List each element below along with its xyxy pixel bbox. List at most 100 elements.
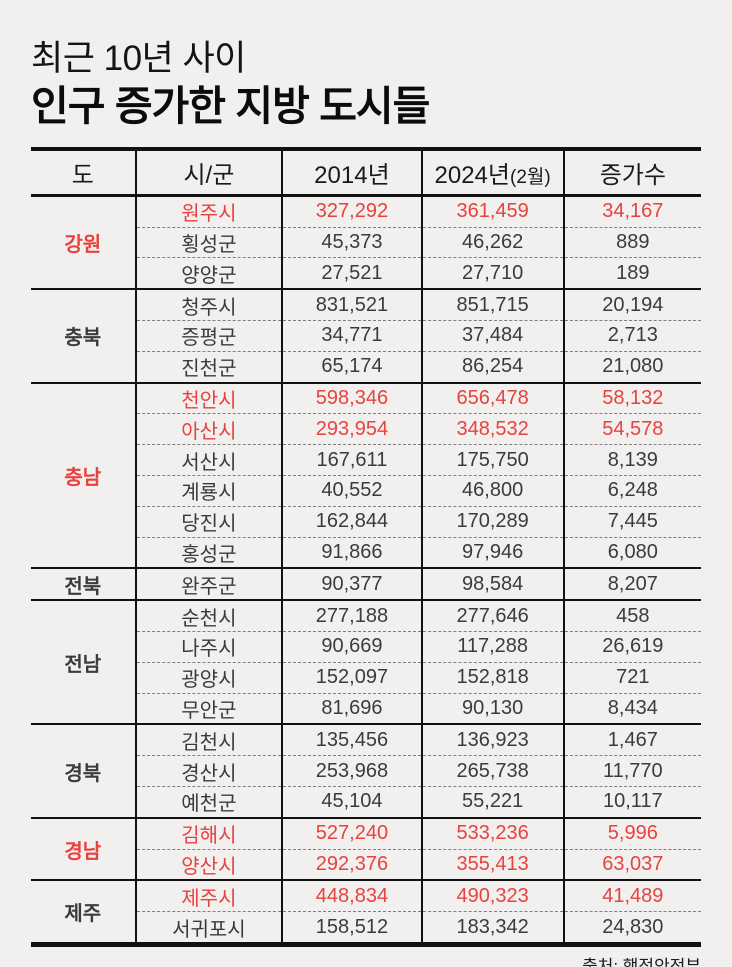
table-row: 서산시 167,611 175,750 8,139 xyxy=(31,444,701,476)
pop-2014-cell: 34,771 xyxy=(282,320,423,352)
table-row: 양양군 27,521 27,710 189 xyxy=(31,257,701,290)
increase-cell: 6,080 xyxy=(563,536,701,569)
pop-2024-cell: 533,236 xyxy=(421,816,565,850)
pop-2024-cell: 27,710 xyxy=(421,257,565,290)
city-cell: 청주시 xyxy=(135,288,284,321)
footer-source: 출처: 행정안전부 xyxy=(582,956,701,967)
pop-2014-cell: 45,104 xyxy=(282,785,423,818)
pop-2024-cell: 361,459 xyxy=(421,194,565,228)
city-cell: 양양군 xyxy=(135,257,284,290)
pop-2014-cell: 527,240 xyxy=(282,816,423,850)
header-increase-label: 증가수 xyxy=(599,161,666,189)
city-cell: 순천시 xyxy=(135,599,284,632)
pop-2014-cell: 162,844 xyxy=(282,505,423,538)
title-line-2: 인구 증가한 지방 도시들 xyxy=(31,82,430,129)
table-row: 무안군 81,696 90,130 8,434 xyxy=(31,692,701,725)
pop-2014-cell: 81,696 xyxy=(282,692,423,725)
header-city: 시/군 xyxy=(135,148,284,197)
pop-2014-cell: 327,292 xyxy=(282,194,423,228)
table-row: 전남 순천시 277,188 277,646 458 xyxy=(31,599,701,725)
province-cell: 제주 xyxy=(31,879,137,945)
increase-cell: 189 xyxy=(563,257,701,290)
city-cell: 진천군 xyxy=(135,350,284,383)
table-row: 계룡시 40,552 46,800 6,248 xyxy=(31,475,701,507)
increase-cell: 8,207 xyxy=(563,567,701,601)
pop-2024-cell: 98,584 xyxy=(421,567,565,601)
province-cell: 충남 xyxy=(31,381,137,569)
city-cell: 증평군 xyxy=(135,320,284,352)
pop-2024-cell: 152,818 xyxy=(421,661,565,694)
pop-2024-cell: 175,750 xyxy=(421,444,565,476)
pop-2014-cell: 91,866 xyxy=(282,536,423,569)
pop-2024-cell: 170,289 xyxy=(421,505,565,538)
province-cell: 전북 xyxy=(31,567,137,601)
increase-cell: 34,167 xyxy=(563,194,701,228)
page-title: 최근 10년 사이 인구 증가한 지방 도시들 xyxy=(31,38,701,130)
table-row: 제주 제주시 448,834 490,323 41,489 xyxy=(31,879,701,945)
pop-2024-cell: 46,800 xyxy=(421,475,565,507)
pop-2014-cell: 45,373 xyxy=(282,226,423,258)
pop-2024-cell: 490,323 xyxy=(421,879,565,912)
city-cell: 서산시 xyxy=(135,444,284,476)
table-row: 서귀포시 158,512 183,342 24,830 xyxy=(31,911,701,945)
table-row: 광양시 152,097 152,818 721 xyxy=(31,661,701,694)
title-line-1: 최근 10년 사이 xyxy=(31,39,246,78)
increase-cell: 7,445 xyxy=(563,505,701,538)
table-header-row: 도 시/군 2014년 2024년(2월) 증가수 xyxy=(31,148,701,197)
header-city-label: 시/군 xyxy=(183,161,235,189)
increase-cell: 10,117 xyxy=(563,785,701,818)
table-row: 당진시 162,844 170,289 7,445 xyxy=(31,505,701,538)
pop-2014-cell: 448,834 xyxy=(282,879,423,912)
city-cell: 당진시 xyxy=(135,505,284,538)
table-row: 예천군 45,104 55,221 10,117 xyxy=(31,785,701,818)
city-cell: 양산시 xyxy=(135,848,284,881)
pop-2024-cell: 55,221 xyxy=(421,785,565,818)
header-2014: 2014년 xyxy=(282,148,423,197)
pop-2014-cell: 65,174 xyxy=(282,350,423,383)
population-table: 도 시/군 2014년 2024년(2월) 증가수 강원 원주시 327,292 36… xyxy=(31,146,701,947)
city-cell: 횡성군 xyxy=(135,226,284,258)
city-cell: 아산시 xyxy=(135,413,284,445)
table-row: 홍성군 91,866 97,946 6,080 xyxy=(31,536,701,569)
pop-2014-cell: 253,968 xyxy=(282,755,423,787)
pop-2014-cell: 831,521 xyxy=(282,288,423,321)
pop-2024-cell: 656,478 xyxy=(421,381,565,414)
province-cell: 경북 xyxy=(31,723,137,818)
city-cell: 서귀포시 xyxy=(135,911,284,945)
increase-cell: 20,194 xyxy=(563,288,701,321)
increase-cell: 11,770 xyxy=(563,755,701,787)
header-2024: 2024년(2월) xyxy=(421,148,565,197)
pop-2024-cell: 97,946 xyxy=(421,536,565,569)
increase-cell: 24,830 xyxy=(563,911,701,945)
city-cell: 김해시 xyxy=(135,816,284,850)
increase-cell: 1,467 xyxy=(563,723,701,756)
table-row: 아산시 293,954 348,532 54,578 xyxy=(31,413,701,445)
table-row: 경북 김천시 135,456 136,923 1,467 xyxy=(31,723,701,818)
city-cell: 완주군 xyxy=(135,567,284,601)
city-cell: 제주시 xyxy=(135,879,284,912)
city-cell: 계룡시 xyxy=(135,475,284,507)
header-increase: 증가수 xyxy=(563,148,701,197)
increase-cell: 8,434 xyxy=(563,692,701,725)
city-cell: 예천군 xyxy=(135,785,284,818)
pop-2014-cell: 135,456 xyxy=(282,723,423,756)
city-cell: 광양시 xyxy=(135,661,284,694)
table-row: 횡성군 45,373 46,262 889 xyxy=(31,226,701,258)
header-province-label: 도 xyxy=(71,161,94,189)
city-cell: 홍성군 xyxy=(135,536,284,569)
pop-2024-cell: 183,342 xyxy=(421,911,565,945)
header-province: 도 xyxy=(31,148,137,197)
increase-cell: 6,248 xyxy=(563,475,701,507)
increase-cell: 5,996 xyxy=(563,816,701,850)
increase-cell: 41,489 xyxy=(563,879,701,912)
table-row: 충남 천안시 598,346 656,478 58,132 xyxy=(31,381,701,569)
increase-cell: 889 xyxy=(563,226,701,258)
increase-cell: 721 xyxy=(563,661,701,694)
pop-2024-cell: 37,484 xyxy=(421,320,565,352)
pop-2014-cell: 293,954 xyxy=(282,413,423,445)
header-2024-suffix: (2월) xyxy=(510,166,551,188)
increase-cell: 58,132 xyxy=(563,381,701,414)
header-2014-label: 2014년 xyxy=(314,161,390,189)
pop-2014-cell: 90,377 xyxy=(282,567,423,601)
